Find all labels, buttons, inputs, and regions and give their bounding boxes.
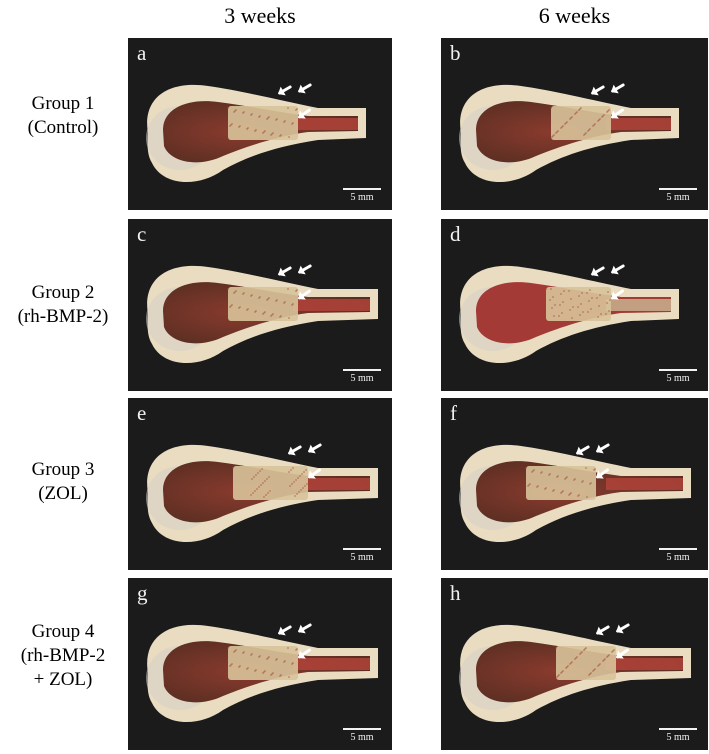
scale-bar-label: 5 mm bbox=[350, 732, 374, 743]
photo-panel-e: e 5 mm bbox=[128, 398, 392, 570]
panel-letter: a bbox=[137, 41, 147, 65]
bone-specimen-illustration bbox=[459, 83, 679, 183]
arrow-indicator-icon bbox=[308, 443, 322, 454]
scale-bar-label: 5 mm bbox=[666, 732, 690, 743]
bone-specimen-illustration bbox=[459, 443, 691, 543]
arrow-indicator-icon bbox=[278, 85, 292, 96]
bone-specimen-illustration bbox=[146, 443, 378, 543]
panel-letter: g bbox=[137, 581, 148, 605]
arrow-indicator-icon bbox=[611, 264, 625, 275]
scale-bar-line bbox=[659, 548, 697, 550]
arrow-indicator-icon bbox=[591, 266, 605, 277]
photo-panel-h: h 5 mm bbox=[441, 578, 708, 750]
arrow-indicator-icon bbox=[278, 266, 292, 277]
arrow-indicator-icon bbox=[596, 443, 610, 454]
column-header-3-weeks: 3 weeks bbox=[224, 3, 296, 28]
arrow-indicator-icon bbox=[298, 623, 312, 634]
arrow-indicator-icon bbox=[288, 445, 302, 456]
scale-bar-line bbox=[343, 728, 381, 730]
scale-bar-line bbox=[343, 369, 381, 371]
scale-bar-line bbox=[659, 188, 697, 190]
arrow-indicator-icon bbox=[616, 648, 629, 659]
row-label-line: (ZOL) bbox=[38, 483, 88, 504]
row-label-line: Group 1 bbox=[31, 93, 95, 114]
arrow-indicator-icon bbox=[576, 445, 590, 456]
panel-letter: d bbox=[450, 222, 461, 246]
scale-bar-label: 5 mm bbox=[666, 373, 690, 384]
arrow-indicator-icon bbox=[298, 83, 312, 94]
scale-bar-label: 5 mm bbox=[666, 552, 690, 563]
row-label-line: (Control) bbox=[27, 117, 99, 138]
photo-panel-g: g 5 mm bbox=[128, 578, 392, 750]
arrow-indicator-icon bbox=[611, 108, 624, 119]
scale-bar-line bbox=[659, 728, 697, 730]
photo-panel-b: b 5 mm bbox=[441, 38, 708, 210]
arrow-indicator-icon bbox=[308, 468, 321, 479]
arrow-indicator-icon bbox=[278, 625, 292, 636]
scale-bar-line bbox=[659, 369, 697, 371]
row-label-group-2: Group 2 (rh-BMP-2) bbox=[0, 281, 126, 329]
bone-specimen-illustration bbox=[146, 83, 366, 183]
arrow-indicator-icon bbox=[596, 468, 609, 479]
photo-panel-c: c 5 mm bbox=[128, 219, 392, 391]
scale-bar: 5 mm bbox=[343, 369, 381, 384]
scale-bar-label: 5 mm bbox=[350, 373, 374, 384]
row-label-line: + ZOL) bbox=[33, 669, 93, 690]
scale-bar: 5 mm bbox=[343, 188, 381, 203]
arrow-indicator-icon bbox=[298, 264, 312, 275]
scale-bar-label: 5 mm bbox=[350, 192, 374, 203]
row-label-line: (rh-BMP-2) bbox=[17, 306, 109, 327]
bone-specimen-illustration bbox=[459, 623, 691, 723]
arrow-indicator-icon bbox=[298, 648, 311, 659]
panel-letter: b bbox=[450, 41, 461, 65]
scale-bar-label: 5 mm bbox=[666, 192, 690, 203]
row-label-group-1: Group 1 (Control) bbox=[0, 92, 126, 140]
scale-bar: 5 mm bbox=[659, 369, 697, 384]
scale-bar: 5 mm bbox=[659, 548, 697, 563]
row-label-line: Group 4 bbox=[31, 621, 95, 642]
arrow-indicator-icon bbox=[611, 289, 624, 300]
panel-letter: h bbox=[450, 581, 461, 605]
row-label-line: Group 2 bbox=[31, 282, 95, 303]
scale-bar: 5 mm bbox=[659, 188, 697, 203]
bone-specimen-illustration bbox=[459, 264, 679, 364]
arrow-indicator-icon bbox=[591, 85, 605, 96]
panel-letter: c bbox=[137, 222, 147, 246]
arrow-indicator-icon bbox=[298, 289, 311, 300]
scale-bar-line bbox=[343, 188, 381, 190]
panel-letter: f bbox=[450, 401, 457, 425]
row-label-group-3: Group 3 (ZOL) bbox=[0, 458, 126, 506]
photo-panel-a: a 5 mm bbox=[128, 38, 392, 210]
scale-bar-label: 5 mm bbox=[350, 552, 374, 563]
scale-bar: 5 mm bbox=[343, 728, 381, 743]
row-label-line: (rh-BMP-2 bbox=[20, 645, 106, 666]
row-label-group-4: Group 4 (rh-BMP-2 + ZOL) bbox=[0, 620, 126, 692]
column-header-6-weeks: 6 weeks bbox=[538, 3, 611, 28]
arrow-indicator-icon bbox=[298, 108, 311, 119]
photo-panel-d: d 5 mm bbox=[441, 219, 708, 391]
row-label-line: Group 3 bbox=[31, 459, 95, 480]
arrow-indicator-icon bbox=[596, 625, 610, 636]
arrow-indicator-icon bbox=[616, 623, 630, 634]
scale-bar-line bbox=[343, 548, 381, 550]
arrow-indicator-icon bbox=[611, 83, 625, 94]
scale-bar: 5 mm bbox=[343, 548, 381, 563]
photo-panel-f: f 5 mm bbox=[441, 398, 708, 570]
bone-specimen-illustration bbox=[146, 264, 378, 364]
panel-letter: e bbox=[137, 401, 147, 425]
scale-bar: 5 mm bbox=[659, 728, 697, 743]
bone-specimen-illustration bbox=[146, 623, 378, 723]
